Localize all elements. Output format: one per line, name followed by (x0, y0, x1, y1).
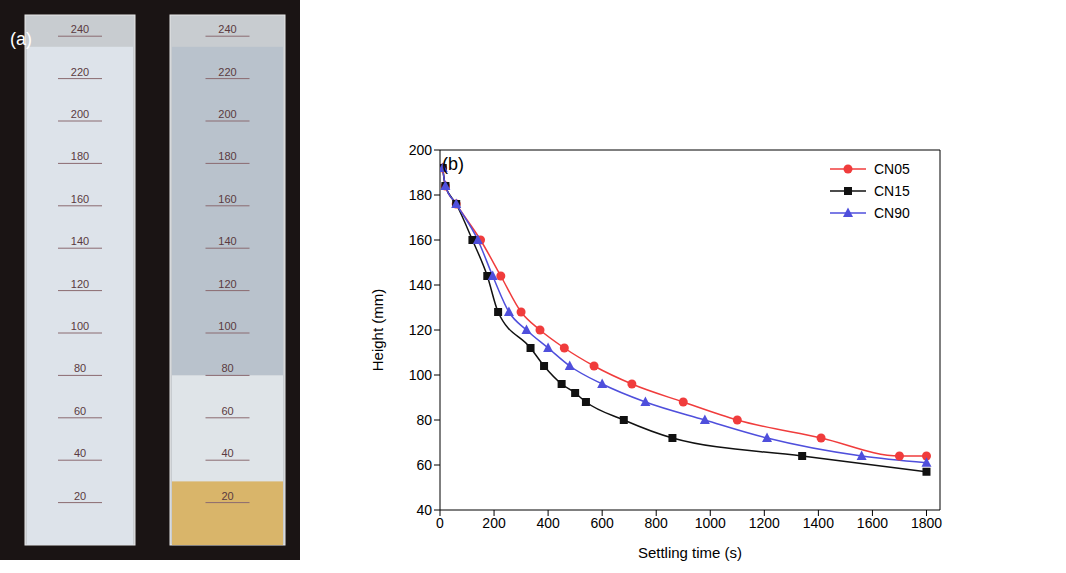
svg-text:200: 200 (482, 515, 506, 531)
html-text:CN05: CN05 (874, 161, 910, 177)
svg-text:140: 140 (218, 235, 236, 247)
svg-text:40: 40 (221, 447, 233, 459)
svg-text:80: 80 (221, 362, 233, 374)
svg-text:100: 100 (71, 320, 89, 332)
svg-text:1800: 1800 (911, 515, 942, 531)
html-text:(b): (b) (442, 154, 464, 174)
svg-text:240: 240 (71, 23, 89, 35)
svg-text:120: 120 (409, 322, 433, 338)
svg-text:180: 180 (71, 150, 89, 162)
html-text:CN15: CN15 (874, 183, 910, 199)
svg-text:1200: 1200 (749, 515, 780, 531)
svg-text:60: 60 (221, 405, 233, 417)
svg-text:Height (mm): Height (mm) (369, 289, 386, 372)
svg-text:80: 80 (416, 412, 432, 428)
svg-text:100: 100 (218, 320, 236, 332)
svg-text:160: 160 (409, 232, 433, 248)
svg-text:220: 220 (71, 66, 89, 78)
svg-text:1400: 1400 (803, 515, 834, 531)
svg-text:400: 400 (536, 515, 560, 531)
svg-text:200: 200 (218, 108, 236, 120)
svg-text:160: 160 (71, 193, 89, 205)
svg-text:60: 60 (416, 457, 432, 473)
svg-text:140: 140 (71, 235, 89, 247)
svg-text:160: 160 (218, 193, 236, 205)
svg-text:20: 20 (74, 490, 86, 502)
svg-text:(a): (a) (10, 29, 32, 49)
svg-text:120: 120 (71, 278, 89, 290)
svg-text:0: 0 (436, 515, 444, 531)
svg-text:100: 100 (409, 367, 433, 383)
svg-text:800: 800 (645, 515, 669, 531)
svg-text:20: 20 (221, 490, 233, 502)
svg-text:220: 220 (218, 66, 236, 78)
svg-text:40: 40 (74, 447, 86, 459)
svg-text:140: 140 (409, 277, 433, 293)
svg-text:200: 200 (71, 108, 89, 120)
svg-text:60: 60 (74, 405, 86, 417)
svg-text:180: 180 (409, 187, 433, 203)
svg-text:1000: 1000 (695, 515, 726, 531)
svg-text:120: 120 (218, 278, 236, 290)
svg-text:240: 240 (218, 23, 236, 35)
svg-text:40: 40 (416, 502, 432, 518)
svg-text:80: 80 (74, 362, 86, 374)
svg-text:Settling time (s): Settling time (s) (638, 544, 742, 561)
svg-text:1600: 1600 (857, 515, 888, 531)
svg-text:200: 200 (409, 142, 433, 158)
svg-text:600: 600 (590, 515, 614, 531)
svg-text:180: 180 (218, 150, 236, 162)
html-text:CN90: CN90 (874, 205, 910, 221)
